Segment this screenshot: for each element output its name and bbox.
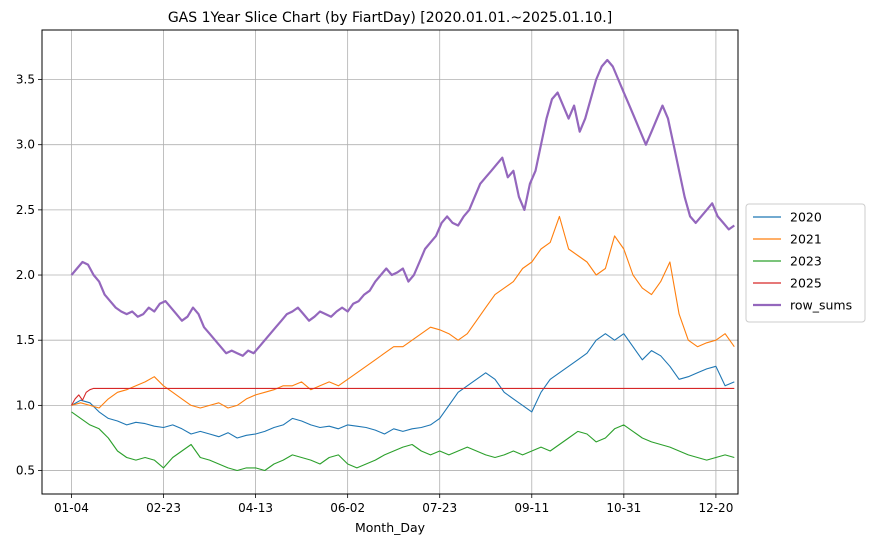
x-tick-label: 09-11 <box>514 501 549 515</box>
legend: 2020 2021 2023 2025 row_sums <box>745 203 866 323</box>
y-tick-label: 3.5 <box>16 73 35 87</box>
series-lines <box>70 58 735 472</box>
legend-label: 2020 <box>790 210 822 225</box>
chart-title: GAS 1Year Slice Chart (by FiartDay) [202… <box>168 10 612 26</box>
y-axis-ticks: 0.5 1.0 1.5 2.0 2.5 3.0 3.5 <box>16 73 42 478</box>
x-axis-label: Month_Day <box>355 520 426 535</box>
y-tick-label: 0.5 <box>16 464 35 478</box>
series-line-2020 <box>71 333 735 439</box>
series-line-2023 <box>71 411 735 472</box>
x-axis-ticks: 01-04 02-23 04-13 06-02 07-23 09-11 10-31 12-20 <box>54 494 733 515</box>
legend-label: 2023 <box>790 254 822 269</box>
series-line-2025 <box>71 387 735 406</box>
y-tick-label: 2.5 <box>16 203 35 217</box>
legend-label: 2021 <box>790 232 822 247</box>
y-tick-label: 1.5 <box>16 333 35 347</box>
legend-box <box>745 203 866 323</box>
x-tick-label: 12-20 <box>698 501 733 515</box>
x-tick-label: 01-04 <box>54 501 89 515</box>
x-tick-label: 07-23 <box>422 501 457 515</box>
x-tick-label: 10-31 <box>606 501 641 515</box>
legend-label: 2025 <box>790 276 822 291</box>
series-line-2021 <box>71 215 735 409</box>
plot-area-frame <box>41 29 739 495</box>
legend-label: row_sums <box>790 298 852 313</box>
x-tick-label: 02-23 <box>146 501 181 515</box>
x-tick-label: 04-13 <box>238 501 273 515</box>
y-tick-label: 2.0 <box>16 268 35 282</box>
y-tick-label: 1.0 <box>16 398 35 412</box>
y-tick-label: 3.0 <box>16 138 35 152</box>
series-line-row-sums <box>70 58 735 357</box>
x-tick-label: 06-02 <box>330 501 365 515</box>
